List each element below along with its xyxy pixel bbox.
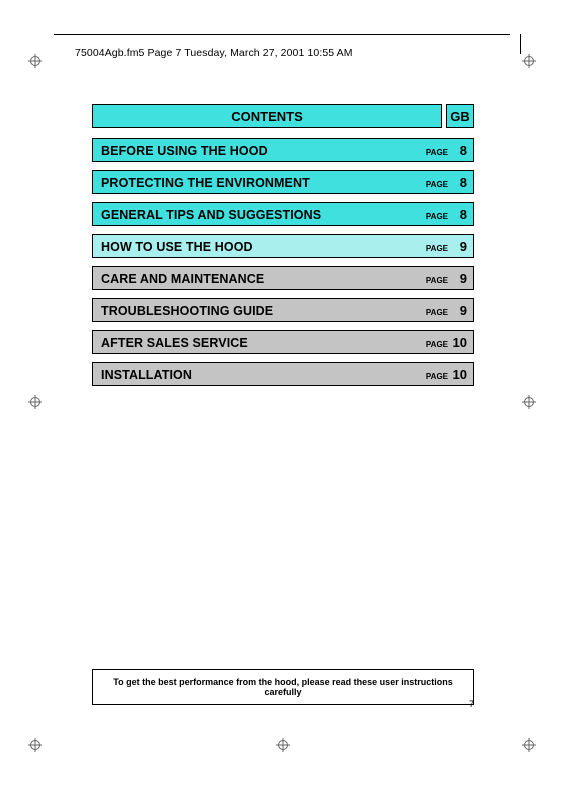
toc-page-label: PAGE: [426, 372, 448, 381]
toc-page-label: PAGE: [426, 308, 448, 317]
toc-row-title: PROTECTING THE ENVIRONMENT: [101, 176, 426, 190]
toc-page-number: 9: [451, 271, 467, 286]
contents-language-badge: GB: [446, 104, 474, 128]
toc-row: GENERAL TIPS AND SUGGESTIONSPAGE8: [92, 202, 474, 226]
toc-row-title: GENERAL TIPS AND SUGGESTIONS: [101, 208, 426, 222]
toc-page-number: 10: [451, 335, 467, 350]
toc-page-label: PAGE: [426, 212, 448, 221]
toc-page-number: 8: [451, 207, 467, 222]
toc-row: BEFORE USING THE HOODPAGE8: [92, 138, 474, 162]
toc-page-number: 10: [451, 367, 467, 382]
crop-mark-bottom-left: [28, 738, 42, 752]
toc-row: CARE AND MAINTENANCEPAGE9: [92, 266, 474, 290]
toc-row: PROTECTING THE ENVIRONMENTPAGE8: [92, 170, 474, 194]
toc-page-label: PAGE: [426, 276, 448, 285]
toc-row: HOW TO USE THE HOODPAGE9: [92, 234, 474, 258]
toc-page-label: PAGE: [426, 340, 448, 349]
table-of-contents: BEFORE USING THE HOODPAGE8PROTECTING THE…: [92, 138, 474, 386]
toc-page-label: PAGE: [426, 244, 448, 253]
crop-mark-top-right: [522, 54, 536, 68]
document-header: 75004Agb.fm5 Page 7 Tuesday, March 27, 2…: [75, 47, 353, 59]
toc-row-title: HOW TO USE THE HOOD: [101, 240, 426, 254]
toc-row: TROUBLESHOOTING GUIDEPAGE9: [92, 298, 474, 322]
toc-page-label: PAGE: [426, 148, 448, 157]
top-rule: [54, 34, 510, 35]
toc-row-title: AFTER SALES SERVICE: [101, 336, 426, 350]
page-number: 7: [92, 699, 474, 709]
right-rule: [520, 34, 521, 54]
toc-row-title: BEFORE USING THE HOOD: [101, 144, 426, 158]
toc-row-title: INSTALLATION: [101, 368, 426, 382]
crop-mark-top-left: [28, 54, 42, 68]
toc-page-number: 9: [451, 239, 467, 254]
contents-title: CONTENTS: [92, 104, 442, 128]
contents-header-row: CONTENTS GB: [92, 104, 474, 128]
toc-page-number: 8: [451, 143, 467, 158]
crop-mark-bottom-center: [276, 738, 290, 752]
crop-mark-mid-left: [28, 395, 42, 409]
toc-page-number: 8: [451, 175, 467, 190]
page-content: CONTENTS GB BEFORE USING THE HOODPAGE8PR…: [92, 104, 474, 394]
toc-page-label: PAGE: [426, 180, 448, 189]
toc-page-number: 9: [451, 303, 467, 318]
toc-row: INSTALLATIONPAGE10: [92, 362, 474, 386]
toc-row: AFTER SALES SERVICEPAGE10: [92, 330, 474, 354]
crop-mark-bottom-right: [522, 738, 536, 752]
toc-row-title: TROUBLESHOOTING GUIDE: [101, 304, 426, 318]
crop-mark-mid-right: [522, 395, 536, 409]
toc-row-title: CARE AND MAINTENANCE: [101, 272, 426, 286]
